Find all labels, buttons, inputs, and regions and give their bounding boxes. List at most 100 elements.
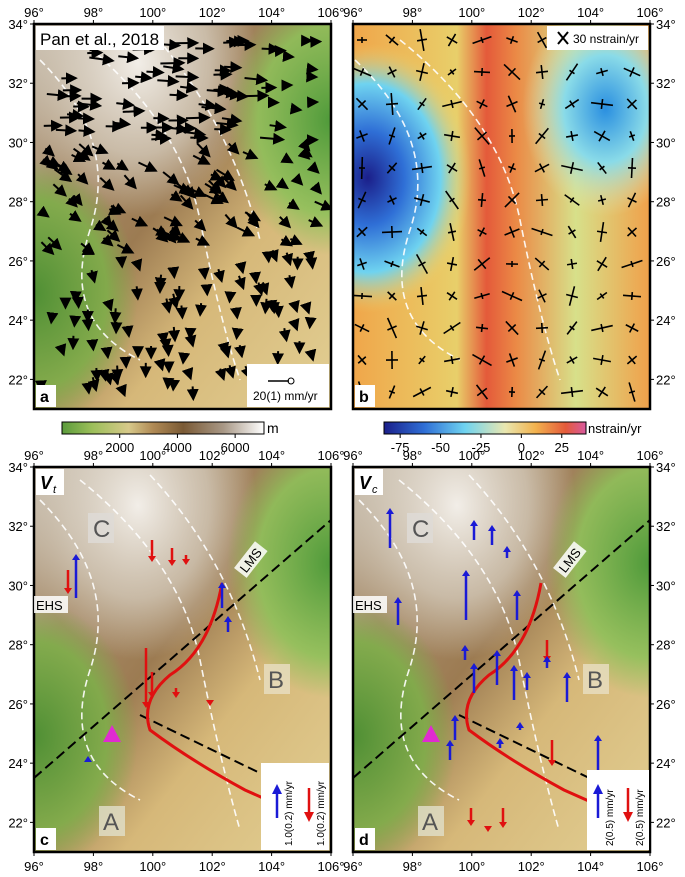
location-marker	[422, 725, 440, 742]
strain-cross	[561, 161, 583, 175]
strain-cross	[508, 386, 516, 398]
velocity-arrow	[176, 182, 195, 197]
ehs-label: EHS	[353, 596, 387, 613]
velocity-arrow	[52, 183, 67, 197]
lon-tick-label: 102°	[518, 448, 545, 463]
elevation-unit: m	[267, 420, 279, 436]
subsidence-arrow	[148, 540, 156, 562]
strain-cross	[564, 98, 580, 110]
velocity-arrow	[213, 68, 233, 81]
velocity-arrow	[309, 181, 322, 195]
colorbar-tick-label: 25	[555, 440, 569, 455]
velocity-arrow	[162, 171, 180, 186]
subsidence-arrow	[206, 700, 214, 706]
velocity-arrow	[185, 111, 211, 124]
strain-cross	[565, 130, 579, 142]
uplift-arrow	[503, 546, 511, 558]
velocity-arrow	[213, 268, 225, 283]
velocity-arrow	[55, 124, 78, 137]
strain-cross	[414, 193, 430, 207]
panel-c: V t C B A EHS LMS c 1.0(0.2) mm/yr 1.0(0…	[32, 465, 333, 854]
velocity-arrow	[304, 316, 317, 330]
velocity-arrow	[152, 227, 170, 240]
velocity-arrow	[297, 147, 311, 160]
lat-tick-label: 24°	[8, 313, 28, 328]
velocity-arrow	[245, 211, 260, 229]
panel-d-subscript: c	[372, 484, 378, 496]
strain-scale-icon	[557, 31, 569, 45]
velocity-arrow	[151, 132, 172, 145]
velocity-arrow	[116, 242, 135, 254]
ehs-label: EHS	[34, 596, 68, 613]
subsidence-arrow	[142, 648, 150, 708]
vertical-velocity-arrows	[64, 540, 232, 762]
velocity-arrow	[123, 174, 137, 190]
velocity-arrow	[221, 113, 243, 126]
lat-tick-label: 28°	[656, 195, 676, 210]
velocity-arrow	[146, 66, 165, 78]
strain-cross	[537, 289, 547, 303]
velocity-arrow	[54, 343, 67, 357]
velocity-arrow	[197, 267, 210, 281]
velocity-arrow	[267, 248, 279, 263]
velocity-arrow	[260, 298, 273, 315]
panel-a-letter: a	[40, 389, 49, 406]
colorbar-tick-label: 6000	[221, 440, 250, 455]
velocity-arrow	[135, 71, 153, 84]
velocity-arrow	[288, 299, 300, 314]
lon-tick-label: 96°	[24, 5, 44, 20]
strain-cross	[357, 37, 367, 43]
lon-tick-label: 104°	[577, 448, 604, 463]
velocity-arrow	[115, 159, 129, 171]
lon-tick-label: 98°	[403, 859, 423, 874]
region-b-label: B	[264, 664, 290, 694]
subsidence-arrow	[64, 570, 72, 594]
axis-tick-labels: 96° 98° 100° 102° 104° 106°34°32°30°28°26°24°…	[8, 5, 675, 874]
velocity-arrow	[86, 269, 98, 284]
strain-cross	[535, 322, 549, 334]
velocity-arrow	[224, 365, 236, 379]
lat-tick-label: 34°	[656, 17, 676, 32]
velocity-arrow	[286, 198, 300, 210]
strain-cross	[477, 192, 487, 208]
lon-tick-label: 96°	[24, 859, 44, 874]
velocity-arrow	[242, 148, 259, 160]
strain-cross	[415, 63, 429, 81]
velocity-arrow	[271, 302, 284, 319]
panel-c-letter: c	[40, 832, 49, 849]
lon-tick-label: 106°	[318, 448, 345, 463]
lon-tick-label: 100°	[458, 859, 485, 874]
strain-cross	[621, 259, 643, 269]
strain-cross	[505, 260, 519, 268]
panel-a: Pan et al., 2018 a 20(1) mm/yr	[32, 22, 333, 411]
uplift-arrow	[488, 525, 496, 545]
strain-cross	[565, 286, 579, 306]
strain-cross	[358, 156, 366, 180]
velocity-arrow	[167, 266, 180, 280]
lon-tick-label: 96°	[343, 448, 363, 463]
strain-cross	[566, 356, 578, 364]
vertical-velocity-arrows	[386, 508, 608, 832]
strain-cross	[504, 226, 520, 238]
uplift-arrow	[386, 508, 394, 548]
lat-tick-label: 26°	[656, 254, 676, 269]
velocity-arrow	[261, 42, 281, 55]
strain-cross	[353, 67, 372, 77]
strain-cross	[506, 353, 518, 367]
strain-crosses	[353, 29, 644, 403]
strain-cross	[535, 385, 549, 399]
velocity-arrow	[71, 293, 84, 310]
subsidence-arrow	[148, 672, 156, 698]
lon-tick-label: 102°	[199, 5, 226, 20]
lon-tick-label: 98°	[403, 5, 423, 20]
strain-cross	[475, 384, 489, 400]
velocity-arrow	[109, 308, 122, 325]
strain-cross	[596, 256, 608, 272]
velocity-arrow	[261, 250, 274, 264]
velocity-arrow	[159, 338, 172, 351]
lat-tick-label: 22°	[656, 372, 676, 387]
strain-cross	[506, 95, 518, 113]
velocity-arrow	[226, 35, 246, 48]
velocity-arrow	[279, 235, 294, 247]
strain-cross	[535, 193, 549, 207]
